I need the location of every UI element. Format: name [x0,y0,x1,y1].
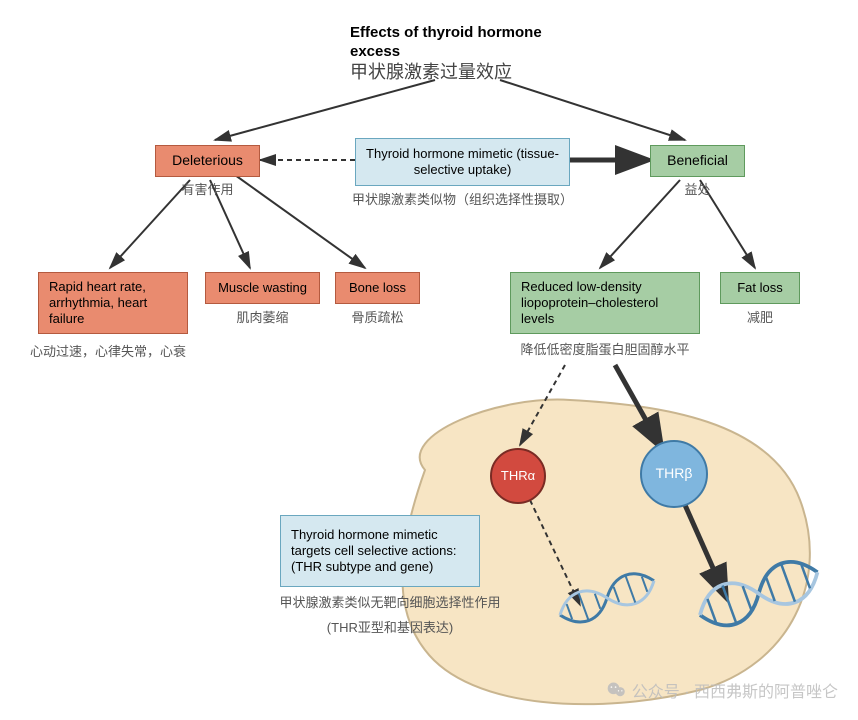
node-ldl-label: Reduced low-density liopoprotein–cholest… [521,279,689,328]
wechat-icon [606,680,626,700]
watermark-text: 公众号 · 西西弗斯的阿普唑仑 [632,678,838,702]
node-heart-label: Rapid heart rate, arrhythmia, heart fail… [49,279,177,328]
title-zh-text: 甲状腺激素过量效应 [350,61,512,84]
node-mimetic-cell: Thyroid hormone mimetic targets cell sel… [280,515,480,587]
node-heart: Rapid heart rate, arrhythmia, heart fail… [38,272,188,334]
dna-left [555,567,659,629]
dna-right [693,553,825,635]
caption-beneficial: 益处 [650,182,745,199]
node-mimetic-top-label: Thyroid hormone mimetic (tissue-selectiv… [366,146,559,179]
node-thr-alpha: THRα [490,448,546,504]
node-mimetic-top: Thyroid hormone mimetic (tissue-selectiv… [355,138,570,186]
node-fat-label: Fat loss [737,280,783,296]
node-deleterious: Deleterious [155,145,260,177]
caption-ldl: 降低低密度脂蛋白胆固醇水平 [490,342,720,359]
caption-mimetic-top: 甲状腺激素类似物（组织选择性摄取） [330,192,595,209]
caption-mimetic-cell-2: (THR亚型和基因表达) [260,620,520,637]
caption-bone: 骨质疏松 [335,310,420,327]
node-bone-label: Bone loss [349,280,406,296]
node-beneficial-label: Beneficial [667,152,728,170]
caption-deleterious: 有害作用 [155,182,260,199]
title-zh: 甲状腺激素过量效应 [340,55,580,90]
node-muscle: Muscle wasting [205,272,320,304]
node-deleterious-label: Deleterious [172,152,243,170]
node-bone: Bone loss [335,272,420,304]
node-fat: Fat loss [720,272,800,304]
node-thr-alpha-label: THRα [501,468,535,484]
node-thr-beta: THRβ [640,440,708,508]
caption-fat: 减肥 [720,310,800,327]
node-muscle-label: Muscle wasting [218,280,307,296]
caption-muscle: 肌肉萎缩 [205,310,320,327]
node-mimetic-cell-label: Thyroid hormone mimetic targets cell sel… [291,527,469,576]
watermark: 公众号 · 西西弗斯的阿普唑仑 [606,678,838,702]
node-beneficial: Beneficial [650,145,745,177]
caption-heart: 心动过速，心律失常，心衰 [30,344,230,361]
node-thr-beta-label: THRβ [656,465,693,483]
node-ldl: Reduced low-density liopoprotein–cholest… [510,272,700,334]
caption-mimetic-cell-1: 甲状腺激素类似无靶向细胞选择性作用 [260,595,520,612]
